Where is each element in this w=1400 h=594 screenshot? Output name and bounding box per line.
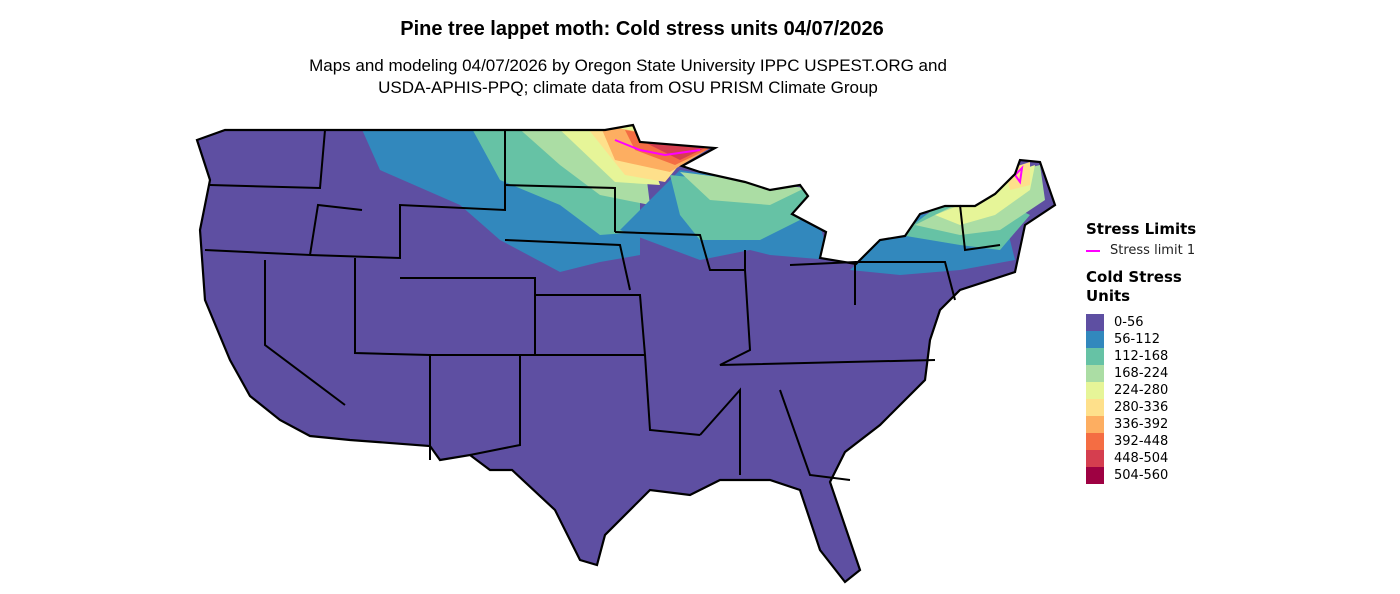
stress-limit-line-minnesota [614, 139, 701, 157]
legend-class-label: 448-504 [1114, 451, 1169, 466]
stress-limit-label: Stress limit 1 [1110, 243, 1196, 258]
legend-class-label: 0-56 [1114, 315, 1144, 330]
legend-class-label: 336-392 [1114, 417, 1169, 432]
legend-class-56-112: 56-112 [1086, 331, 1196, 348]
zone-great-lakes-green [680, 172, 805, 205]
stress-limit-line-swatch [1086, 249, 1100, 252]
subtitle-line-2: USDA-APHIS-PPQ; climate data from OSU PR… [378, 78, 878, 97]
map-subtitle: Maps and modeling 04/07/2026 by Oregon S… [0, 55, 1256, 99]
legend-swatch [1086, 433, 1104, 450]
legend-swatch [1086, 348, 1104, 365]
legend-class-168-224: 168-224 [1086, 365, 1196, 382]
stress-limit-line-maine [1013, 165, 1024, 185]
state-boundaries [204, 129, 1001, 481]
legend-swatch [1086, 399, 1104, 416]
legend-class-label: 224-280 [1114, 383, 1169, 398]
legend-class-label: 112-168 [1114, 349, 1169, 364]
legend-class-label: 504-560 [1114, 468, 1169, 483]
zone-448-504 [640, 140, 705, 160]
legend-class-112-168: 112-168 [1086, 348, 1196, 365]
units-title-1: Cold Stress [1086, 268, 1182, 286]
legend-swatch [1086, 365, 1104, 382]
legend-swatch [1086, 450, 1104, 467]
legend-class-label: 392-448 [1114, 434, 1169, 449]
legend-swatch [1086, 314, 1104, 331]
legend-class-448-504: 448-504 [1086, 450, 1196, 467]
legend-class-392-448: 392-448 [1086, 433, 1196, 450]
legend-class-0-56: 0-56 [1086, 314, 1196, 331]
legend-class-label: 168-224 [1114, 366, 1169, 381]
legend-class-label: 280-336 [1114, 400, 1169, 415]
legend-swatch [1086, 382, 1104, 399]
units-title-2: Units [1086, 287, 1131, 305]
legend-class-504-560: 504-560 [1086, 467, 1196, 484]
stress-limits-title: Stress Limits [1086, 220, 1197, 238]
legend-item-stress-limit-1: Stress limit 1 [1086, 243, 1196, 258]
legend-class-336-392: 336-392 [1086, 416, 1196, 433]
legend-class-224-280: 224-280 [1086, 382, 1196, 399]
legend-class-label: 56-112 [1114, 332, 1161, 347]
subtitle-line-1: Maps and modeling 04/07/2026 by Oregon S… [309, 56, 947, 75]
legend-swatch [1086, 331, 1104, 348]
legend: Stress Limits Stress limit 1 Cold Stress… [1086, 220, 1196, 484]
legend-swatch [1086, 416, 1104, 433]
legend-swatch [1086, 467, 1104, 484]
map-title: Pine tree lappet moth: Cold stress units… [400, 18, 884, 40]
legend-class-280-336: 280-336 [1086, 399, 1196, 416]
